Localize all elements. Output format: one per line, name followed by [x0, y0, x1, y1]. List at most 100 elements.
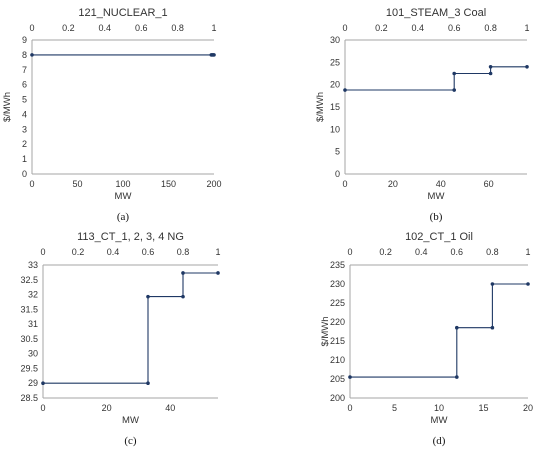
- chart-b-y-tick-label: 5: [335, 147, 340, 157]
- chart-a-y-tick-label: 5: [22, 95, 27, 105]
- chart-b-data-point: [525, 65, 529, 69]
- chart-d-data-point: [348, 375, 352, 379]
- chart-b-y-tick-label: 15: [330, 102, 340, 112]
- chart-a-top-tick-label: 0.4: [99, 23, 112, 33]
- chart-c-data-point: [216, 271, 220, 275]
- chart-b-data-point: [343, 88, 347, 92]
- chart-b-x-tick-label: 60: [484, 179, 494, 189]
- chart-c-data-point: [181, 271, 185, 275]
- chart-d-y-tick-label: 200: [330, 393, 345, 403]
- chart-d-series-line: [350, 283, 528, 378]
- chart-c-title: 113_CT_1, 2, 3, 4 NG: [77, 231, 184, 243]
- chart-b-x-tick-label: 40: [436, 179, 446, 189]
- chart-a-y-axis-label: $/MWh: [2, 92, 13, 122]
- chart-b-top-tick-label: 0.8: [484, 23, 497, 33]
- chart-a-x-tick-label: 0: [29, 179, 34, 189]
- chart-c-top-tick-label: 1: [215, 247, 220, 257]
- chart-a-top-tick-label: 1: [211, 23, 216, 33]
- chart-d-top-tick-label: 1: [525, 247, 530, 257]
- chart-d-top-tick-label: 0.4: [415, 247, 428, 257]
- chart-c-y-tick-label: 30: [28, 349, 38, 359]
- chart-c-top-tick-label: 0.8: [177, 247, 190, 257]
- chart-a-y-tick-label: 8: [22, 50, 27, 60]
- chart-d-data-point: [490, 282, 495, 286]
- chart-b-series-line: [345, 66, 527, 91]
- chart-d-y-tick-label: 210: [330, 355, 345, 365]
- chart-c-x-tick-label: 40: [165, 403, 175, 413]
- chart-b-data-point: [488, 71, 493, 76]
- chart-b-x-tick-label: 0: [342, 179, 347, 189]
- chart-a-caption: (a): [117, 211, 130, 223]
- chart-c-data-point: [181, 294, 185, 299]
- chart-b-top-tick-label: 0.2: [375, 23, 388, 33]
- chart-d-y-tick-label: 235: [330, 260, 345, 270]
- chart-c-top-tick-label: 0.4: [107, 247, 120, 257]
- chart-c-x-tick-label: 20: [102, 403, 112, 413]
- chart-b-title: 101_STEAM_3 Coal: [386, 7, 486, 19]
- chart-a-y-tick-label: 6: [22, 80, 27, 90]
- chart-d-top-tick-label: 0.2: [379, 247, 392, 257]
- chart-c-data-point: [146, 381, 150, 386]
- chart-d-x-tick-label: 20: [523, 403, 533, 413]
- chart-b-top-tick-label: 1: [524, 23, 529, 33]
- chart-a-y-tick-label: 4: [22, 109, 27, 119]
- chart-c-series-line: [43, 272, 218, 384]
- chart-a-y-tick-label: 2: [22, 139, 27, 149]
- chart-a-data-point: [30, 53, 34, 57]
- chart-c-y-tick-label: 32: [28, 290, 38, 300]
- chart-c: 113_CT_1, 2, 3, 4 NG 0 0.2 0.4 0.6 0.8 1 28.5 29…: [20, 231, 220, 447]
- chart-b-top-tick-label: 0.4: [412, 23, 425, 33]
- chart-a-data-point: [212, 53, 216, 57]
- chart-a-y-tick-label: 0: [22, 169, 27, 179]
- chart-a-y-tick-label: 9: [22, 35, 27, 45]
- chart-c-top-tick-label: 0.6: [142, 247, 155, 257]
- chart-b-data-point: [452, 88, 457, 92]
- chart-b-data-point: [488, 65, 493, 69]
- chart-c-y-tick-label: 31.5: [20, 304, 38, 314]
- chart-d-title: 102_CT_1 Oil: [405, 231, 473, 243]
- chart-c-x-axis-label: MW: [122, 415, 139, 426]
- chart-a-top-tick-label: 0: [29, 23, 34, 33]
- chart-d-x-axis-label: MW: [431, 415, 448, 426]
- chart-c-y-tick-label: 29: [28, 378, 38, 388]
- chart-b-y-tick-label: 25: [330, 57, 340, 67]
- chart-c-y-tick-label: 33: [28, 260, 38, 270]
- chart-c-y-tick-label: 32.5: [20, 275, 38, 285]
- chart-c-y-tick-label: 28.5: [20, 393, 38, 403]
- chart-d-y-tick-label: 205: [330, 374, 345, 384]
- chart-a-y-tick-label: 7: [22, 65, 27, 75]
- chart-d-y-tick-label: 225: [330, 298, 345, 308]
- chart-c-data-point: [41, 381, 45, 386]
- chart-c-y-tick-label: 30.5: [20, 334, 38, 344]
- chart-d-top-tick-label: 0: [347, 247, 352, 257]
- chart-d-top-tick-label: 0.6: [451, 247, 464, 257]
- chart-b-x-tick-label: 20: [388, 179, 398, 189]
- chart-b-y-axis-label: $/MWh: [315, 92, 326, 122]
- chart-b-caption: (b): [430, 211, 443, 223]
- chart-c-y-tick-label: 31: [28, 319, 38, 329]
- chart-a-y-tick-label: 1: [22, 154, 27, 164]
- chart-c-top-tick-label: 0.2: [72, 247, 85, 257]
- chart-d-x-tick-label: 10: [434, 403, 444, 413]
- chart-b-y-tick-label: 20: [330, 80, 340, 90]
- chart-d-caption: (d): [433, 435, 446, 447]
- chart-d-y-tick-label: 220: [330, 317, 345, 327]
- chart-b-x-axis-label: MW: [428, 191, 445, 202]
- chart-d-data-point: [455, 325, 459, 330]
- chart-c-x-tick-label: 0: [40, 403, 45, 413]
- chart-a-top-tick-label: 0.6: [135, 23, 148, 33]
- chart-d-data-point: [455, 375, 459, 379]
- chart-d-x-tick-label: 0: [347, 403, 352, 413]
- chart-d-x-tick-label: 5: [392, 403, 397, 413]
- chart-b-data-point: [452, 71, 457, 76]
- chart-a-top-tick-label: 0.8: [171, 23, 184, 33]
- chart-a-x-tick-label: 200: [206, 179, 221, 189]
- chart-a-x-tick-label: 100: [115, 179, 130, 189]
- chart-d-y-axis-label: $/MWh: [320, 316, 331, 346]
- chart-b-y-tick-label: 30: [330, 35, 340, 45]
- chart-a-x-tick-label: 150: [161, 179, 176, 189]
